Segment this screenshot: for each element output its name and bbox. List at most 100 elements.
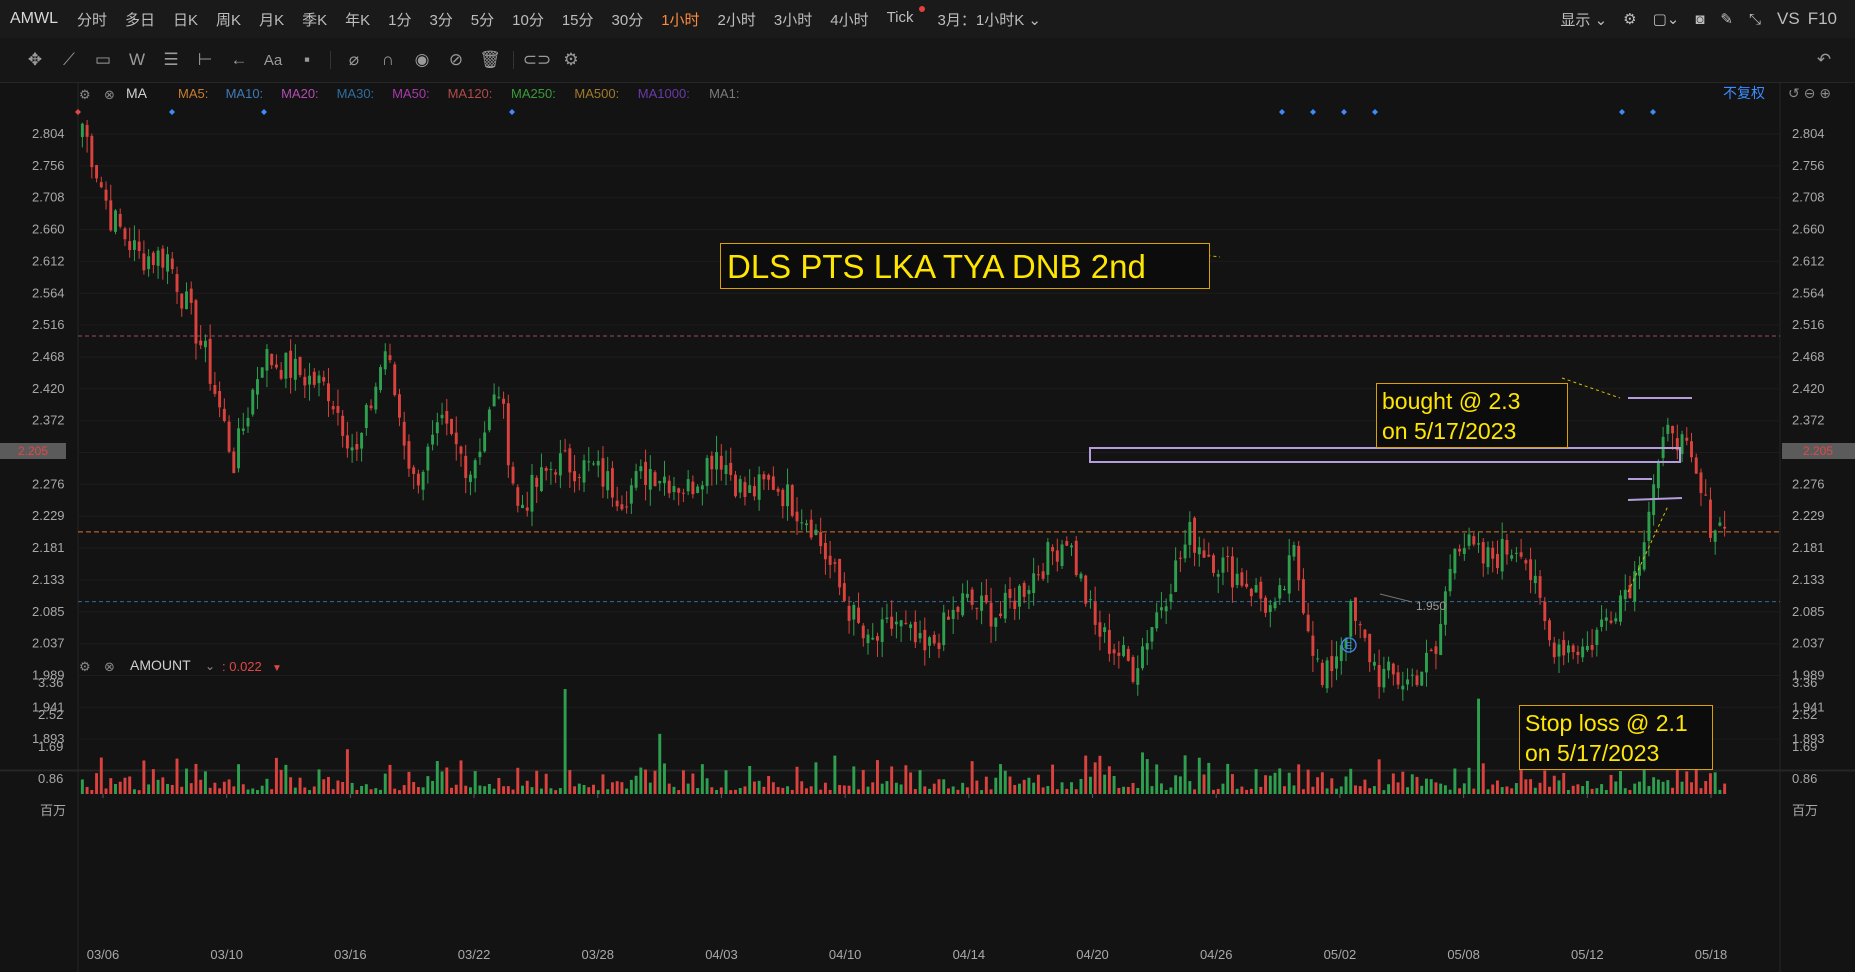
ma-legend-item: MA30:	[337, 86, 375, 101]
period-tab[interactable]: 分时	[77, 11, 108, 29]
event-marker[interactable]	[1279, 109, 1285, 115]
ma-legend-item: MA250:	[511, 86, 556, 101]
event-marker[interactable]	[261, 109, 267, 115]
period-tab[interactable]: 15分	[561, 11, 594, 29]
event-marker[interactable]	[1310, 109, 1316, 115]
period-tab[interactable]: 季K	[302, 11, 328, 29]
stop-loss-line[interactable]	[1627, 497, 1683, 501]
crosshair-icon[interactable]: ✥	[27, 50, 43, 69]
period-tab[interactable]: 多日	[125, 11, 156, 29]
volume-bar	[1510, 788, 1514, 794]
gear-icon[interactable]: ⚙	[79, 87, 91, 102]
price-tick-label: 2.612	[32, 253, 65, 268]
title-annotation[interactable]: DLS PTS LKA TYA DNB 2nd	[720, 243, 1210, 289]
bought-annotation[interactable]: bought @ 2.3 on 5/17/2023	[1376, 383, 1568, 448]
link-icon[interactable]: ⊂⊃	[522, 50, 552, 69]
event-marker[interactable]	[1650, 109, 1656, 115]
volume-bar	[1183, 755, 1187, 794]
magnet-icon[interactable]: ∩	[381, 50, 395, 69]
current-price-left: 2.205	[18, 444, 48, 458]
comment-tool-icon[interactable]: ▪	[303, 50, 311, 69]
adjust-toggle[interactable]: 不复权	[1723, 85, 1765, 101]
price-chart[interactable]: ⚙ ⊗ MA MA5: MA10: MA20: MA30: MA50: MA120: MA2…	[0, 82, 1855, 972]
close-icon[interactable]: ⊗	[104, 659, 115, 674]
event-badge[interactable]: E	[1341, 637, 1357, 653]
text-tool-icon[interactable]: Aa	[263, 51, 283, 69]
period-tab[interactable]: 月K	[259, 11, 285, 29]
candle-body	[1079, 573, 1083, 579]
period-tab[interactable]: 3小时	[773, 11, 813, 29]
volume-bar	[1221, 783, 1225, 794]
period-tab[interactable]: 4小时	[830, 11, 869, 29]
settings-icon[interactable]: ⚙	[563, 50, 579, 69]
candle-body	[369, 405, 373, 409]
resistance-box[interactable]	[1089, 447, 1681, 463]
candle-body	[539, 467, 543, 492]
title-annotation-text: DLS PTS LKA TYA DNB 2nd	[727, 248, 1146, 285]
display-dropdown[interactable]: 显示 ⌄	[1560, 11, 1608, 29]
f10-button[interactable]: F10	[1807, 9, 1837, 28]
reset-icon[interactable]: ↺ ⊖ ⊕	[1788, 85, 1831, 101]
eye-icon[interactable]: ◉	[414, 50, 430, 69]
volume-bar	[1552, 775, 1556, 794]
hide-icon[interactable]: ⊘	[448, 50, 464, 69]
volume-bar	[1259, 786, 1263, 794]
gear-icon[interactable]: ⚙	[79, 659, 91, 674]
candle-body	[530, 474, 534, 512]
event-marker[interactable]	[169, 109, 175, 115]
volume-bar	[1410, 774, 1414, 794]
close-icon[interactable]: ⊗	[104, 87, 115, 102]
event-marker[interactable]	[1341, 109, 1347, 115]
stop-loss-annotation[interactable]: Stop loss @ 2.1 on 5/17/2023	[1519, 705, 1713, 770]
candle-body	[416, 473, 420, 486]
candle-body	[1126, 648, 1130, 661]
candle-body	[511, 466, 515, 484]
candle-body	[1112, 649, 1116, 654]
price-tick-label: 2.804	[32, 126, 65, 141]
undo-icon[interactable]: ↶	[1816, 50, 1832, 69]
vs-button[interactable]: VS	[1777, 9, 1800, 28]
gear-icon[interactable]: ⚙	[1623, 11, 1637, 28]
window-icon[interactable]: ▢⌄	[1652, 11, 1680, 28]
period-tab[interactable]: 1分	[388, 11, 412, 29]
measure-tool-icon[interactable]: ⊢	[197, 50, 213, 69]
chevron-down-icon[interactable]: ⌄	[205, 659, 215, 673]
volume-bar	[1084, 755, 1088, 794]
rectangle-tool-icon[interactable]: ▭	[94, 50, 112, 69]
period-tab[interactable]: 30分	[611, 11, 644, 29]
volume-bar	[1344, 776, 1348, 794]
range-selector[interactable]: 3月：1小时K ⌄	[929, 9, 1050, 30]
fib-tool-icon[interactable]: ☰	[163, 50, 179, 69]
period-tab[interactable]: 周K	[216, 11, 242, 29]
candle-body	[1316, 658, 1320, 660]
eraser-icon[interactable]: ⌀	[348, 50, 360, 69]
line-tool-icon[interactable]: ⟋	[63, 50, 75, 69]
event-marker[interactable]	[75, 109, 81, 115]
symbol-label[interactable]: AMWL	[10, 10, 58, 27]
event-marker[interactable]	[1372, 109, 1378, 115]
period-tab[interactable]: 2小时	[717, 11, 756, 29]
volume-bar	[128, 776, 132, 794]
volume-bars	[80, 689, 1727, 794]
ma-label: MA	[126, 85, 148, 101]
period-tab[interactable]: 日K	[173, 11, 199, 29]
arrow-tool-icon[interactable]: ←	[230, 50, 248, 69]
wave-tool-icon[interactable]: W	[128, 50, 146, 69]
period-tab[interactable]: 3分	[429, 11, 453, 29]
trash-icon[interactable]: 🗑	[479, 50, 501, 69]
pen-icon[interactable]: ✎	[1720, 11, 1733, 28]
period-tab[interactable]: 年K	[345, 11, 371, 29]
event-marker[interactable]	[1619, 109, 1625, 115]
period-tab[interactable]: 5分	[470, 11, 495, 29]
period-tab[interactable]: 10分	[512, 11, 544, 29]
candle-body	[497, 396, 501, 398]
period-tab[interactable]: Tick	[886, 8, 914, 26]
period-tab[interactable]: 1小时	[661, 11, 700, 29]
collapse-icon[interactable]: ⤡	[1749, 10, 1762, 28]
event-marker[interactable]	[509, 109, 515, 115]
volume-bar	[942, 779, 946, 794]
candle-body	[587, 461, 591, 463]
candle-body	[1723, 526, 1727, 529]
camera-icon[interactable]: ◙	[1695, 10, 1705, 28]
volume-bar	[781, 787, 785, 794]
